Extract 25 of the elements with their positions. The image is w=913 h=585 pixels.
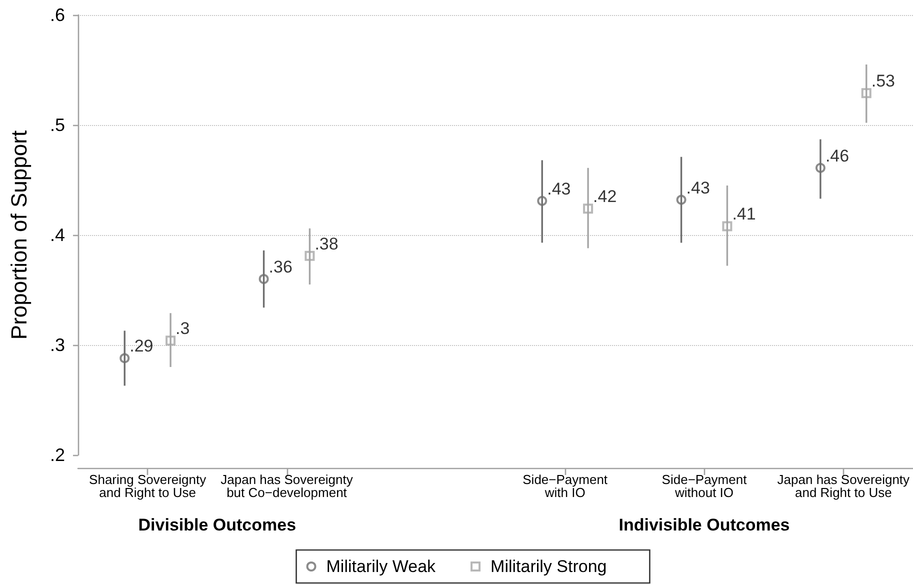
x-tick-label: Sharing Sovereignty and Right to Use <box>89 472 207 500</box>
data-label: .43 <box>686 178 710 198</box>
x-tick-label: Side−Payment without IO <box>662 472 748 500</box>
data-label: .29 <box>130 336 154 356</box>
legend-label: Militarily Strong <box>490 557 607 576</box>
text: Divisible Outcomes <box>138 516 296 534</box>
data-label: .36 <box>268 258 292 276</box>
y-axis-title: Proportion of Support <box>6 130 32 340</box>
y-tick-label: .4 <box>50 225 65 245</box>
data-label: .46 <box>825 146 850 166</box>
text: Indivisible Outcomes <box>618 516 790 534</box>
y-tick-label: .2 <box>50 445 65 465</box>
data-label: .53 <box>871 72 896 91</box>
y-tick-label: .5 <box>50 115 65 135</box>
legend-label: Militarily Weak <box>326 557 436 576</box>
y-tick-label: .6 <box>50 5 65 25</box>
data-label: .3 <box>176 319 190 338</box>
data-label: .43 <box>547 179 571 198</box>
data-label: .42 <box>593 187 617 206</box>
data-label: .38 <box>314 234 338 254</box>
y-tick-label: .3 <box>50 335 65 355</box>
data-label: .41 <box>732 204 756 224</box>
x-tick-label: Japan has Sovereignty and Right to Use <box>777 472 910 500</box>
x-tick-label: Side−Payment with IO <box>522 472 608 500</box>
x-tick-label: Japan has Sovereignty but Co−development <box>220 472 354 500</box>
